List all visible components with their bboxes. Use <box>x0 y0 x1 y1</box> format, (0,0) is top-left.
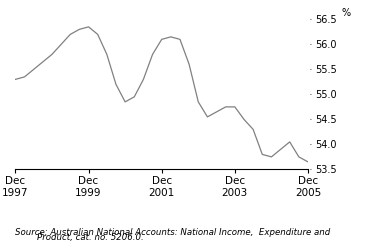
Text: Product, cat. no. 5206.0.: Product, cat. no. 5206.0. <box>15 233 144 242</box>
Text: Source: Australian National Accounts: National Income,  Expenditure and: Source: Australian National Accounts: Na… <box>15 228 331 237</box>
Text: %: % <box>341 8 351 18</box>
